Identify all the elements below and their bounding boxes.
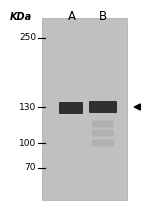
Text: 100: 100 — [19, 139, 36, 148]
Text: B: B — [99, 10, 107, 23]
FancyBboxPatch shape — [89, 101, 117, 113]
FancyBboxPatch shape — [92, 130, 114, 136]
Bar — [42, 18, 127, 200]
Text: 250: 250 — [19, 33, 36, 42]
FancyBboxPatch shape — [92, 139, 114, 147]
Text: 130: 130 — [19, 102, 36, 111]
Text: A: A — [68, 10, 76, 23]
FancyBboxPatch shape — [59, 102, 83, 114]
Text: KDa: KDa — [10, 12, 32, 22]
FancyBboxPatch shape — [92, 121, 114, 127]
Text: 70: 70 — [24, 163, 36, 172]
